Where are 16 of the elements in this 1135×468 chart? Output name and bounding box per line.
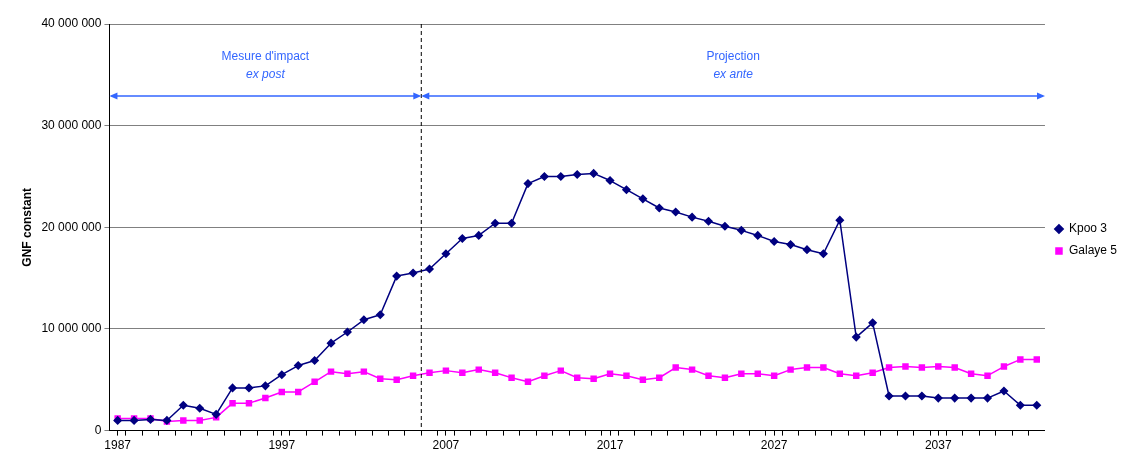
y-tick-label: 20 000 000 — [41, 219, 102, 234]
annotation: Projection ex ante — [706, 49, 760, 82]
x-tick-label: 2037 — [924, 438, 952, 453]
legend-label: Kpoo 3 — [1068, 221, 1108, 236]
x-tick-label: 2017 — [596, 438, 624, 453]
y-axis-title: GNF constant — [19, 187, 34, 267]
x-tick-label: 2007 — [432, 438, 460, 453]
x-tick-label: 1997 — [268, 438, 296, 453]
x-tick-label: 1987 — [104, 438, 132, 453]
x-tick-label: 2027 — [760, 438, 788, 453]
annotation: Mesure d'impact ex post — [221, 49, 310, 82]
y-tick-label: 0 — [94, 422, 102, 437]
y-tick-label: 40 000 000 — [41, 16, 102, 31]
legend-label: Galaye 5 — [1068, 243, 1118, 258]
y-tick-label: 10 000 000 — [41, 321, 102, 336]
y-tick-label: 30 000 000 — [41, 117, 102, 132]
